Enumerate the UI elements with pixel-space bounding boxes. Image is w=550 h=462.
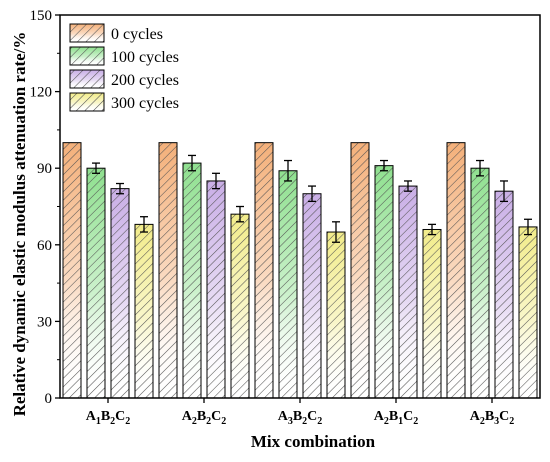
bar [422,228,442,399]
y-tick-label: 0 [45,391,53,407]
x-tick-label: A2B1C2 [374,409,419,427]
x-tick-label: A1B2C2 [86,409,131,427]
y-axis-ticks: 0 30 60 90 120 150 [30,8,60,407]
bar [206,180,226,399]
bar [518,226,538,399]
legend-swatch [69,69,105,89]
x-tick-label: A2B3C2 [470,409,515,427]
x-tick-label: A3B2C2 [278,409,323,427]
bar [326,231,346,399]
x-axis-ticks: A1B2C2 A2B2C2 A3B2C2 A2B1C2 A2B3C2 [86,398,515,427]
bar [278,170,298,399]
bar [230,213,250,399]
legend-label: 0 cycles [111,26,163,43]
legend-swatch [69,92,105,112]
legend-label: 300 cycles [111,95,179,112]
bar [398,185,418,399]
y-tick-label: 150 [30,8,53,24]
bar [302,193,322,399]
y-tick-label: 60 [37,238,52,254]
y-tick-label: 120 [30,85,53,101]
bar [110,188,130,399]
bar [158,142,178,399]
bar [62,142,82,399]
bar [182,162,202,399]
y-tick-label: 30 [37,314,52,330]
y-axis-label: Relative dynamic elastic modulus attenua… [10,32,29,417]
legend-swatch [69,46,105,66]
legend-label: 200 cycles [111,72,179,89]
bar [254,142,274,399]
x-axis-label: Mix combination [251,432,376,451]
bars-layer [62,142,538,399]
legend-swatch [69,23,105,43]
legend-label: 100 cycles [111,49,179,66]
error-bars-layer [92,154,532,243]
bar [374,165,394,399]
legend: 0 cycles 100 cycles 200 cycles 300 cycles [69,23,179,112]
bar [446,142,466,399]
bar [350,142,370,399]
bar [134,223,154,399]
bar [86,167,106,399]
bar [494,190,514,399]
x-tick-label: A2B2C2 [182,409,227,427]
bar [470,167,490,399]
y-tick-label: 90 [37,161,52,177]
